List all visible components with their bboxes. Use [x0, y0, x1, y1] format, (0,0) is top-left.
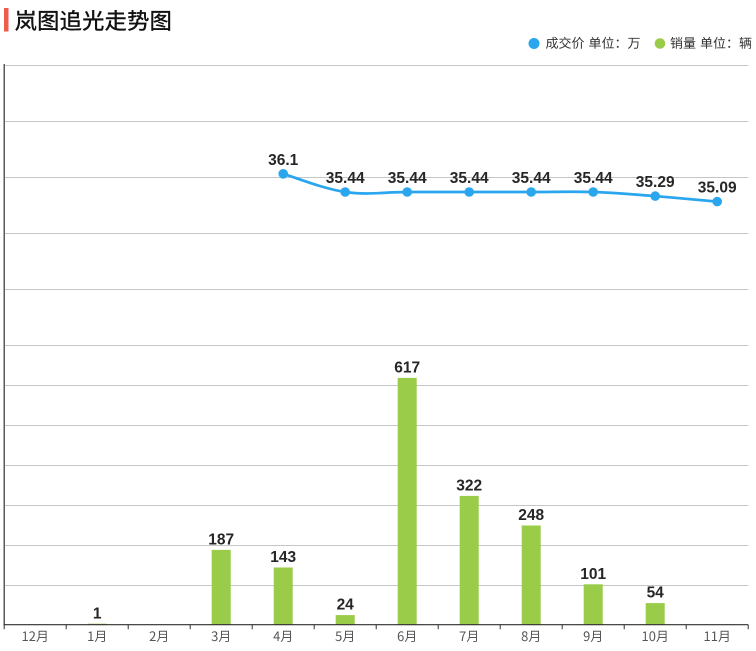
svg-text:35.44: 35.44	[512, 170, 551, 187]
svg-text:24: 24	[337, 597, 355, 614]
svg-text:143: 143	[270, 549, 296, 566]
svg-text:617: 617	[394, 360, 420, 377]
svg-text:322: 322	[456, 478, 482, 495]
svg-text:35.44: 35.44	[450, 170, 489, 187]
svg-text:36.1: 36.1	[268, 152, 299, 169]
svg-text:54: 54	[647, 585, 665, 602]
svg-text:1: 1	[93, 605, 102, 622]
svg-text:35.09: 35.09	[698, 180, 737, 197]
svg-text:101: 101	[580, 566, 606, 583]
svg-text:35.44: 35.44	[326, 170, 365, 187]
svg-text:187: 187	[208, 532, 234, 549]
svg-text:35.44: 35.44	[388, 170, 427, 187]
svg-text:35.44: 35.44	[574, 170, 613, 187]
svg-text:248: 248	[518, 507, 544, 524]
svg-text:35.29: 35.29	[636, 174, 675, 191]
